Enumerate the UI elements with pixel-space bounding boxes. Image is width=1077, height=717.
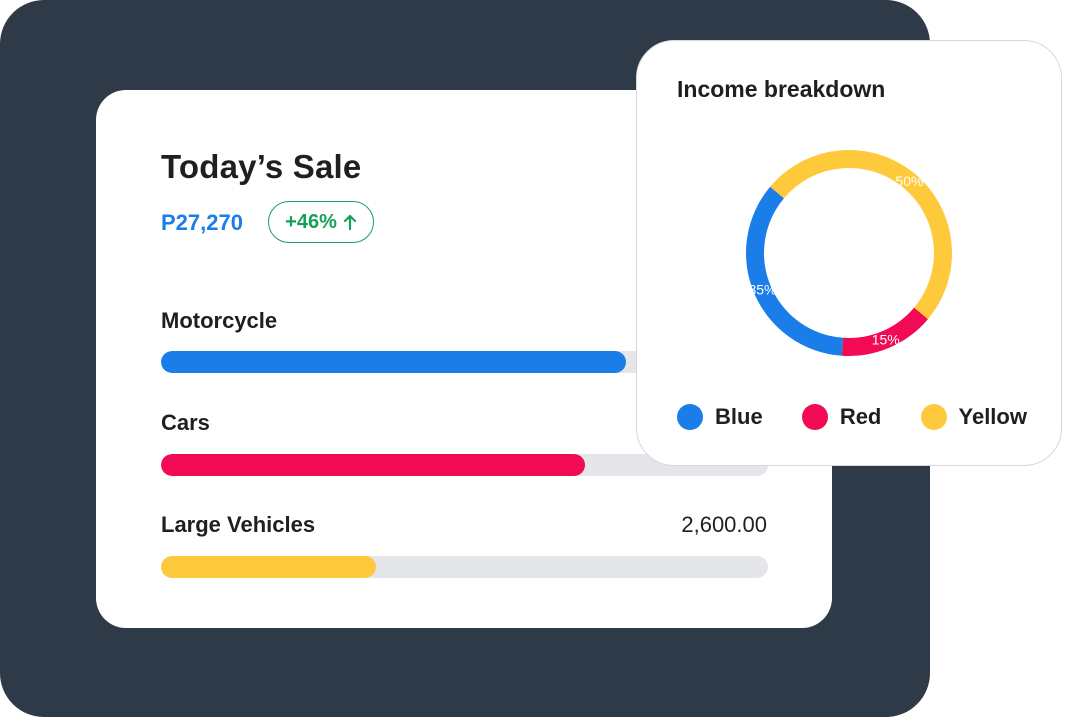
arrow-up-icon (343, 214, 356, 231)
donut-slice-yellow (770, 150, 952, 320)
change-value: +46% (285, 210, 337, 233)
category-label-cars: Cars (161, 410, 210, 435)
red-dot-icon (801, 404, 828, 430)
income-title: Income breakdown (677, 76, 886, 102)
legend-item-red: Red (801, 404, 882, 430)
progress-track-motorcycle (161, 351, 768, 373)
sale-amount: P27,270 (161, 210, 243, 235)
category-value-large-vehicles: 2,600.00 (681, 512, 767, 537)
progress-fill-cars (161, 454, 585, 476)
progress-fill-motorcycle (161, 351, 626, 373)
legend-label-red: Red (839, 404, 882, 429)
progress-track-large-vehicles (161, 556, 768, 578)
yellow-dot-icon (920, 404, 947, 430)
donut-slice-red (841, 307, 928, 356)
sale-title: Today’s Sale (161, 148, 362, 185)
income-donut-chart: 50% 15% 35% (746, 150, 952, 356)
income-breakdown-card: Income breakdown 50% 15% 35% Blue Red Yell… (636, 40, 1062, 466)
blue-dot-icon (677, 404, 703, 430)
progress-track-cars (161, 454, 768, 476)
legend-label-blue: Blue (715, 404, 763, 429)
donut-label-blue: 35% (748, 282, 776, 298)
donut-slice-blue (746, 186, 844, 356)
category-label-motorcycle: Motorcycle (161, 308, 278, 333)
legend-item-yellow: Yellow (920, 404, 1027, 430)
donut-label-yellow: 50% (895, 173, 923, 189)
category-label-large-vehicles: Large Vehicles (161, 512, 316, 537)
chart-legend: Blue Red Yellow (677, 404, 1027, 430)
change-badge: +46% (268, 201, 374, 243)
donut-label-red: 15% (872, 332, 900, 348)
legend-label-yellow: Yellow (958, 404, 1027, 429)
legend-item-blue: Blue (677, 404, 763, 430)
progress-fill-large-vehicles (161, 556, 376, 578)
